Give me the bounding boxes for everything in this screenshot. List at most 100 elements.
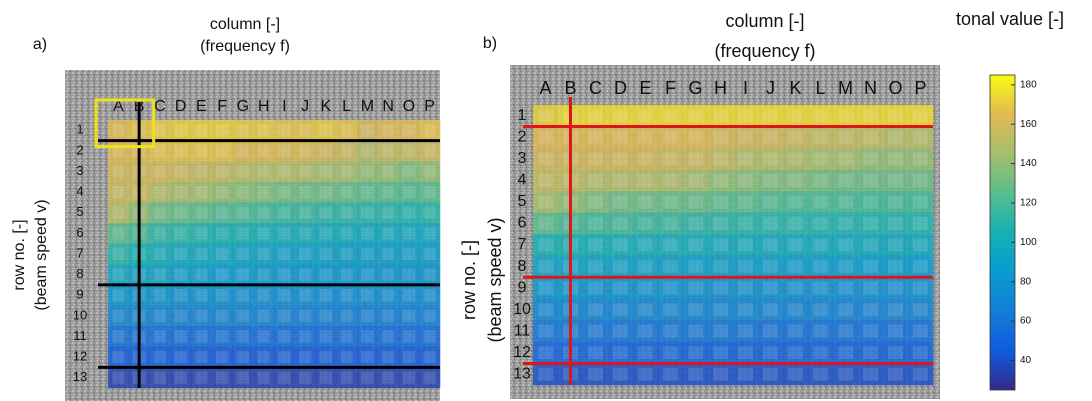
heatmap-cell	[211, 367, 233, 389]
cell-inner	[319, 289, 333, 302]
cell-inner	[713, 173, 728, 187]
cell-inner	[638, 367, 653, 381]
heatmap-cell	[377, 120, 399, 141]
cell-inner	[319, 268, 333, 281]
heatmap-cell	[398, 326, 420, 348]
cell-inner	[638, 195, 653, 209]
cell-inner	[112, 206, 125, 219]
cell-inner	[613, 173, 628, 187]
cell-inner	[402, 268, 416, 281]
heatmap-cell	[377, 264, 399, 286]
heatmap-cell	[357, 326, 379, 348]
heatmap-cell	[377, 284, 399, 306]
heatmap-cell	[783, 255, 809, 278]
cell-inner	[402, 227, 416, 240]
heatmap-cell	[357, 305, 379, 327]
cell-inner	[788, 324, 803, 338]
heatmap-cell	[833, 298, 859, 321]
heatmap-cell	[758, 169, 784, 192]
colorbar-tick-label: 100	[1020, 237, 1037, 248]
heatmap-cell	[336, 140, 358, 162]
heatmap-cell	[274, 264, 296, 286]
heatmap-cell	[253, 140, 275, 162]
heatmap-cell	[533, 234, 559, 257]
cell-inner	[788, 217, 803, 230]
cell-inner	[638, 281, 653, 295]
heatmap-cell	[253, 120, 275, 141]
cell-inner	[838, 260, 853, 273]
cell-inner	[298, 124, 312, 137]
heatmap-cell	[398, 140, 420, 162]
cell-inner	[153, 289, 167, 302]
column-label: I	[282, 98, 286, 115]
heatmap-cell	[633, 277, 659, 300]
cell-inner	[278, 371, 291, 384]
cell-inner	[423, 371, 436, 384]
colorbar-tick-label: 140	[1020, 158, 1037, 169]
heatmap-cell	[608, 234, 634, 257]
heatmap-cell	[708, 363, 734, 386]
heatmap-cell	[783, 212, 809, 235]
heatmap-cell	[232, 223, 254, 244]
cell-inner	[236, 165, 250, 178]
heatmap-cell	[274, 202, 296, 224]
heatmap-cell	[253, 202, 275, 224]
cell-inner	[888, 238, 903, 252]
heatmap-cell	[683, 105, 709, 127]
cell-inner	[838, 281, 853, 295]
cell-inner	[423, 350, 436, 364]
cell-inner	[588, 281, 603, 295]
cell-inner	[236, 124, 250, 137]
heatmap-cell	[232, 161, 254, 183]
cell-inner	[340, 144, 353, 158]
column-label: E	[196, 98, 207, 115]
cell-inner	[713, 217, 728, 230]
cell-inner	[174, 350, 187, 364]
heatmap-cell	[633, 298, 659, 321]
cell-inner	[538, 238, 553, 252]
heatmap-cell	[733, 191, 759, 213]
cell-inner	[913, 367, 928, 381]
cell-inner	[298, 185, 312, 199]
heatmap-cell	[336, 243, 358, 265]
heatmap-cell	[533, 341, 559, 364]
row-label: 3	[76, 163, 83, 178]
heatmap-cell	[608, 126, 634, 149]
cell-inner	[319, 206, 333, 219]
heatmap-cell	[232, 264, 254, 286]
heatmap-cell	[274, 326, 296, 348]
cell-inner	[174, 124, 187, 137]
heatmap-cell	[783, 341, 809, 364]
y-axis-title: row no. [-]	[11, 219, 28, 290]
heatmap-cell	[419, 120, 441, 141]
cell-inner	[838, 195, 853, 209]
heatmap-cell	[191, 161, 213, 183]
heatmap-cell	[170, 264, 192, 286]
cell-inner	[588, 324, 603, 338]
column-label: P	[914, 78, 926, 98]
cell-inner	[763, 346, 778, 360]
heatmap-cell	[336, 326, 358, 348]
cell-inner	[863, 238, 878, 252]
cell-inner	[340, 247, 353, 261]
cell-inner	[340, 268, 353, 281]
cell-inner	[863, 130, 878, 144]
cell-inner	[174, 227, 187, 240]
heatmap-cell	[658, 277, 684, 300]
heatmap-cell	[377, 202, 399, 224]
cell-inner	[402, 144, 416, 158]
cell-inner	[538, 260, 553, 273]
cell-inner	[788, 152, 803, 166]
row-label: 11	[514, 322, 531, 339]
cell-inner	[788, 303, 803, 317]
heatmap-cell	[398, 181, 420, 203]
column-label: K	[789, 78, 801, 98]
heatmap-cell	[108, 161, 130, 183]
cell-inner	[236, 371, 250, 384]
heatmap-cell	[733, 363, 759, 386]
heatmap-cell	[315, 223, 337, 244]
cell-inner	[215, 289, 229, 302]
heatmap-cell	[533, 298, 559, 321]
heatmap-cell	[253, 161, 275, 183]
cell-inner	[381, 330, 395, 343]
